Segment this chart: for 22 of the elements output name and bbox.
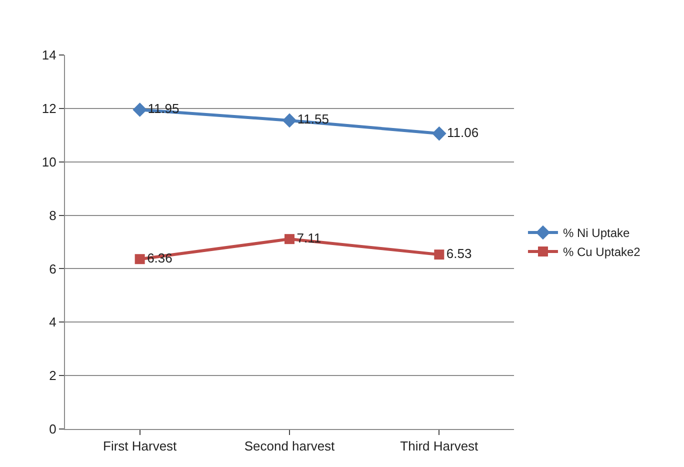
y-tick-label: 6: [49, 261, 56, 276]
y-tick-label: 10: [42, 154, 56, 170]
y-tick-label: 12: [42, 100, 56, 116]
point: [134, 254, 145, 264]
data-label: 6.53: [446, 246, 472, 261]
data-label: 11.06: [447, 124, 479, 140]
y-tick-label: 4: [49, 314, 56, 330]
x-tick-label: First Harvest: [102, 438, 178, 454]
point: [282, 113, 297, 128]
legend-label: % Ni Uptake: [562, 226, 630, 240]
legend-label: % Cu Uptake2: [562, 245, 641, 260]
y-tick-label: 0: [49, 422, 56, 437]
point: [432, 126, 446, 141]
y-tick-label: 2: [49, 368, 56, 384]
x-tick-label: Third Harvest: [400, 438, 479, 454]
x-tick-label: Second harvest: [244, 438, 336, 454]
point: [132, 102, 147, 117]
y-tick-label: 14: [42, 48, 56, 63]
data-label: 11.95: [148, 101, 180, 116]
point: [434, 250, 444, 260]
y-tick-label: 8: [49, 208, 56, 223]
point: [284, 234, 294, 244]
